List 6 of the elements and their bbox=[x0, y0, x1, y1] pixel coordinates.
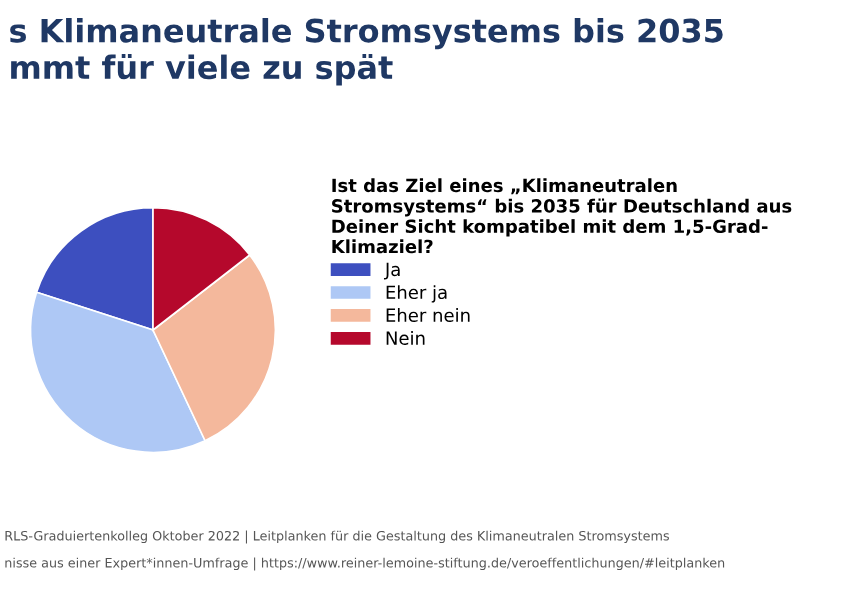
legend-label: Eher ja bbox=[386, 285, 447, 303]
legend-label: Nein bbox=[386, 330, 425, 345]
legend-label: Eher nein bbox=[386, 308, 470, 322]
chart-title: s Klimaneutrale Stromsystems bis 2035 mmt für viele zu spät bbox=[10, 18, 723, 86]
legend-title: Ist das Ziel eines „Klimaneutralen Stromsystems“ bis 2035 für Deutschland aus Deiner Sicht kompatibel mit dem 1,5-Grad- Klimaziel? bbox=[332, 178, 792, 254]
legend-label: Ja bbox=[383, 262, 400, 280]
